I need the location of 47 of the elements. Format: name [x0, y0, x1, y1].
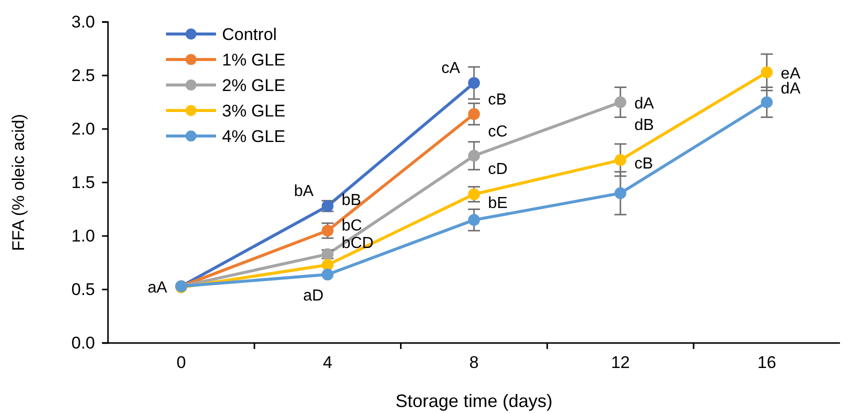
y-axis-title: FFA (% oleic acid): [9, 114, 28, 251]
x-tick-label: 12: [610, 353, 630, 372]
annotation: bB: [342, 192, 362, 209]
y-tick-label: 2.5: [71, 66, 95, 85]
annotation: dA: [634, 95, 654, 112]
annotation: eA: [780, 65, 801, 82]
legend-label: 3% GLE: [222, 102, 286, 120]
y-tick-label: 1.0: [71, 226, 95, 246]
annotation: bA: [294, 183, 314, 200]
x-tick-label: 16: [757, 353, 776, 372]
point: [322, 224, 334, 237]
y-tick-label: 0.5: [71, 280, 95, 299]
annotation: bC: [342, 218, 362, 235]
point: [468, 77, 480, 89]
legend-label: 1% GLE: [222, 50, 286, 70]
point: [468, 150, 480, 162]
point: [760, 66, 773, 78]
annotation: cA: [441, 60, 460, 77]
point: [614, 187, 626, 200]
x-tick-label: 0: [176, 353, 186, 372]
point: [614, 154, 626, 166]
annotation: cD: [488, 160, 508, 178]
point: [760, 96, 773, 108]
legend-label: 2% GLE: [222, 76, 286, 95]
point: [614, 96, 626, 108]
annotation: bE: [488, 195, 508, 212]
x-tick-label: 8: [469, 353, 479, 372]
annotation: cB: [634, 155, 654, 172]
y-tick-label: 1.5: [71, 172, 95, 192]
y-tick-label: 3.0: [71, 12, 95, 32]
x-axis-title: Storage time (days): [395, 391, 553, 411]
y-tick-label: 0.0: [71, 333, 95, 352]
point: [468, 188, 480, 200]
annotation: cC: [488, 124, 508, 141]
point: [322, 268, 334, 280]
point: [468, 108, 480, 120]
x-tick-label: 4: [322, 353, 332, 372]
point: [468, 214, 480, 226]
annotation: aA: [148, 279, 168, 296]
legend-label: 4% GLE: [222, 127, 286, 146]
annotation: dB: [634, 117, 654, 134]
annotation: cB: [488, 92, 507, 109]
annotation: aD: [303, 288, 324, 305]
annotation: bCD: [342, 235, 374, 252]
legend-label: Control: [222, 25, 277, 44]
y-tick-label: 2.0: [71, 119, 95, 138]
annotation: dA: [780, 80, 801, 98]
